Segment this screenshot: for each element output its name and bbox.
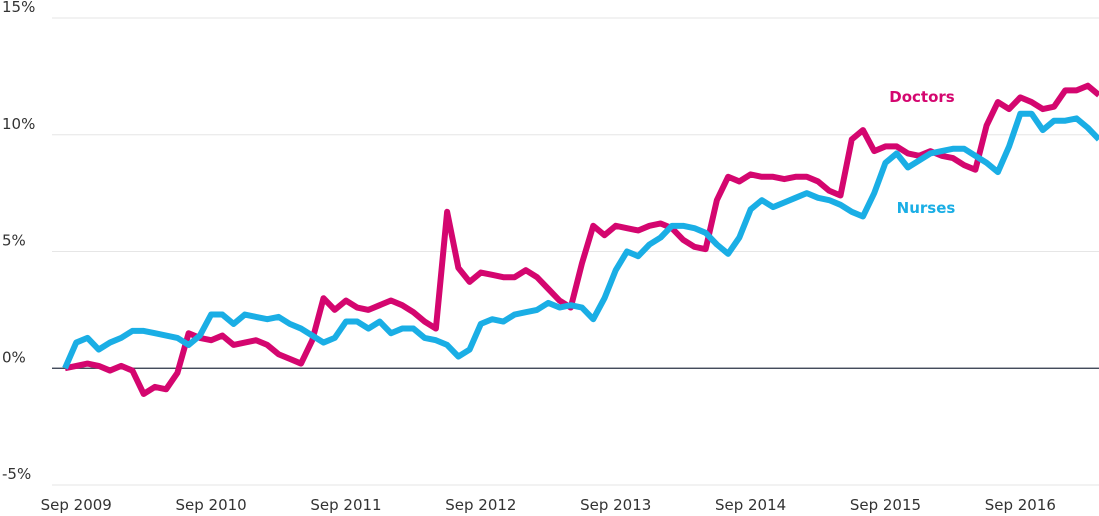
y-tick-label: 10% xyxy=(2,115,35,133)
line-0 xyxy=(64,82,1099,397)
series-label: Nurses xyxy=(897,199,956,217)
x-tick-label: Sep 2009 xyxy=(41,496,112,514)
line-1 xyxy=(62,110,1099,370)
series-label: Doctors xyxy=(889,88,955,106)
x-tick-label: Sep 2011 xyxy=(310,496,381,514)
x-tick-label: Sep 2010 xyxy=(175,496,246,514)
x-tick-label: Sep 2012 xyxy=(445,496,516,514)
y-tick-label: -5% xyxy=(2,465,31,483)
x-tick-label: Sep 2014 xyxy=(715,496,786,514)
y-tick-label: 0% xyxy=(2,348,26,366)
x-tick-label: Sep 2016 xyxy=(985,496,1056,514)
y-tick-label: 5% xyxy=(2,232,26,250)
y-tick-label: 15% xyxy=(2,0,35,16)
x-tick-label: Sep 2013 xyxy=(580,496,651,514)
x-tick-label: Sep 2015 xyxy=(850,496,921,514)
